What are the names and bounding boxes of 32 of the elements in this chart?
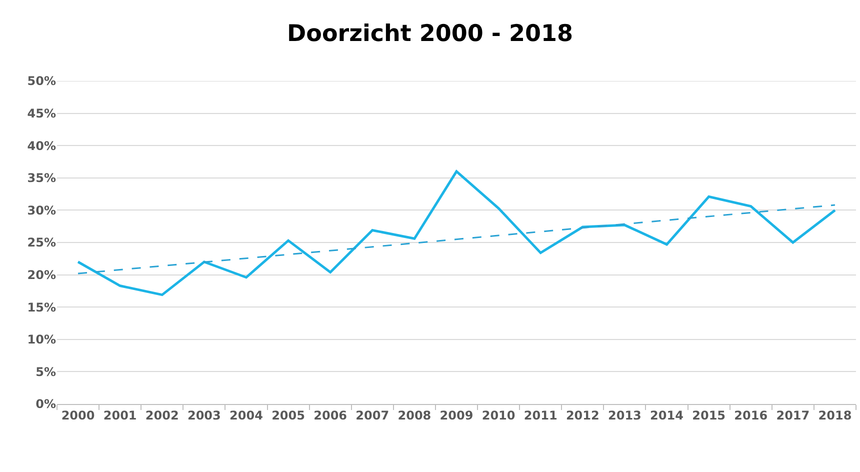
y-tick-label: 45% <box>27 106 56 120</box>
x-tick-label: 2015 <box>692 408 726 422</box>
y-tick-label: 20% <box>27 268 56 282</box>
x-tick-label: 2003 <box>187 408 221 422</box>
chart-title: Doorzicht 2000 - 2018 <box>287 21 573 48</box>
x-tick-label: 2005 <box>272 408 305 422</box>
y-tick-label: 0% <box>36 397 56 412</box>
y-tick-label: 50% <box>27 74 56 88</box>
y-tick-label: 30% <box>27 203 56 218</box>
x-tick-label: 2018 <box>818 408 852 422</box>
x-tick-label: 2004 <box>230 408 263 422</box>
x-tick-label: 2010 <box>482 408 516 422</box>
y-tick-label: 35% <box>27 171 56 186</box>
x-tick-label: 2014 <box>650 408 684 422</box>
y-tick-label: 40% <box>27 138 56 153</box>
x-tick-label: 2011 <box>524 408 558 422</box>
y-tick-label: 5% <box>36 364 56 379</box>
y-tick-label: 10% <box>27 332 56 347</box>
x-tick-label: 2013 <box>608 408 642 422</box>
y-tick-label: 15% <box>27 300 56 314</box>
x-tick-label: 2001 <box>103 408 137 422</box>
x-tick-label: 2008 <box>398 408 432 422</box>
x-tick-label: 2017 <box>776 408 810 422</box>
y-tick-label: 25% <box>27 236 56 250</box>
x-tick-label: 2006 <box>314 408 348 422</box>
x-tick-label: 2012 <box>566 408 600 422</box>
x-tick-label: 2009 <box>440 408 474 422</box>
x-tick-label: 2016 <box>734 408 768 422</box>
x-tick-label: 2007 <box>356 408 390 422</box>
x-tick-label: 2000 <box>61 408 95 422</box>
line-series <box>76 170 836 296</box>
x-tick-label: 2002 <box>145 408 179 422</box>
